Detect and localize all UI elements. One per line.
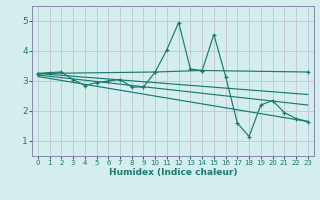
X-axis label: Humidex (Indice chaleur): Humidex (Indice chaleur) bbox=[108, 168, 237, 177]
